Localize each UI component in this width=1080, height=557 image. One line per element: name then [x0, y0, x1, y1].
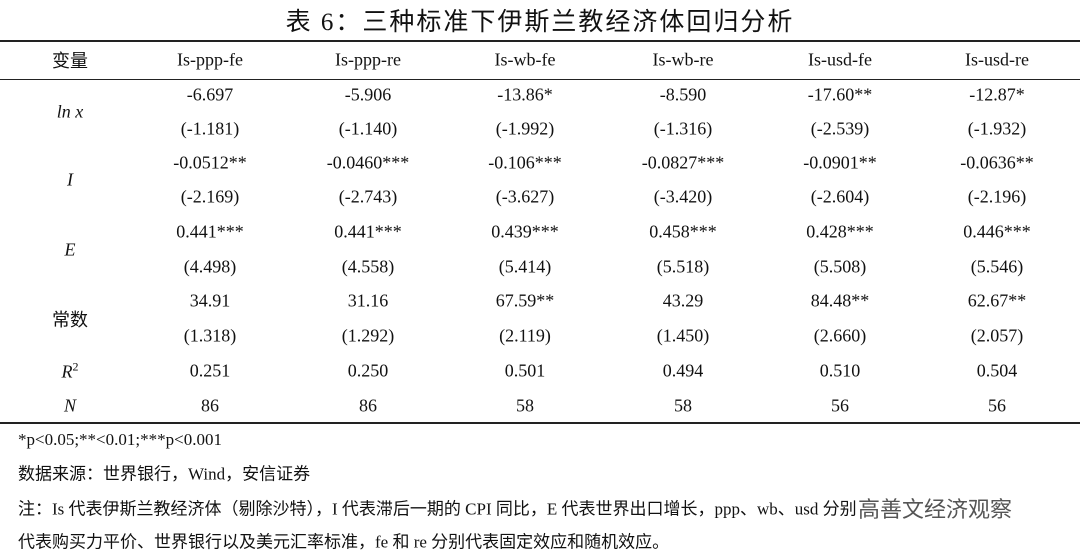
observations: 56	[988, 395, 1006, 416]
coefficient: -0.0827***	[641, 152, 725, 173]
row-label: 常数	[52, 309, 88, 330]
r-squared: 0.250	[347, 360, 389, 381]
observations: 58	[516, 395, 534, 416]
top-rule	[0, 40, 1080, 42]
t-statistic: (5.518)	[656, 256, 710, 277]
note: 注：Is 代表伊斯兰教经济体（剔除沙特），I 代表滞后一期的 CPI 同比，E …	[18, 499, 857, 519]
t-statistic: (2.119)	[499, 325, 551, 346]
coefficient: -0.106***	[488, 152, 562, 173]
t-statistic: (4.498)	[183, 256, 237, 277]
t-statistic: (-3.420)	[653, 186, 713, 207]
coefficient: 67.59**	[495, 290, 555, 311]
t-statistic: (-3.627)	[495, 186, 555, 207]
header-cell: Is-ppp-re	[335, 49, 401, 70]
table-title: 表 6：三种标准下伊斯兰教经济体回归分析	[285, 9, 795, 36]
coefficient: -13.86*	[497, 84, 553, 105]
coefficient: -0.0460***	[326, 152, 410, 173]
row-label: ln x	[56, 101, 84, 122]
r-squared: 0.494	[662, 360, 704, 381]
r-squared: 0.504	[976, 360, 1018, 381]
observations: 86	[201, 395, 219, 416]
coefficient: -17.60**	[807, 84, 873, 105]
coefficient: -6.697	[186, 84, 234, 105]
note: 代表购买力平价、世界银行以及美元汇率标准，fe 和 re 分别代表固定效应和随机…	[18, 532, 670, 552]
bottom-rule	[0, 422, 1080, 424]
t-statistic: (-2.604)	[810, 186, 870, 207]
coefficient: -0.0636**	[960, 152, 1034, 173]
observations: 86	[359, 395, 377, 416]
coefficient: -0.0512**	[173, 152, 247, 173]
coefficient: 43.29	[662, 290, 704, 311]
t-statistic: (-2.169)	[180, 186, 240, 207]
t-statistic: (-1.316)	[653, 118, 713, 139]
header-cell: Is-ppp-fe	[177, 49, 243, 70]
watermark: 高善文经济观察	[858, 492, 1013, 524]
coefficient: -0.0901**	[803, 152, 877, 173]
header-cell: Is-wb-re	[652, 49, 714, 70]
coefficient: 34.91	[189, 290, 231, 311]
coefficient: 31.16	[347, 290, 389, 311]
coefficient: 0.441***	[334, 221, 402, 242]
header-cell: Is-usd-re	[965, 49, 1029, 70]
header-rule	[0, 79, 1080, 80]
t-statistic: (5.508)	[813, 256, 867, 277]
observations: 58	[674, 395, 692, 416]
t-statistic: (2.057)	[970, 325, 1024, 346]
header-cell: Is-usd-fe	[808, 49, 872, 70]
coefficient: 0.428***	[806, 221, 874, 242]
t-statistic: (4.558)	[341, 256, 395, 277]
coefficient: 0.439***	[491, 221, 559, 242]
coefficient: 62.67**	[967, 290, 1027, 311]
row-label: R2	[61, 359, 79, 382]
t-statistic: (2.660)	[813, 325, 867, 346]
row-label: E	[64, 239, 76, 259]
t-statistic: (1.318)	[183, 325, 237, 346]
coefficient: 0.458***	[649, 221, 717, 242]
coefficient: 0.441***	[176, 221, 244, 242]
t-statistic: (-1.181)	[180, 118, 240, 139]
t-statistic: (-1.932)	[967, 118, 1027, 139]
header-cell: 变量	[52, 51, 88, 71]
t-statistic: (-2.539)	[810, 118, 870, 139]
t-statistic: (-1.992)	[495, 118, 555, 139]
coefficient: -12.87*	[969, 84, 1025, 105]
superscript: 2	[72, 359, 79, 374]
t-statistic: (-2.196)	[967, 186, 1027, 207]
r-squared: 0.510	[819, 360, 861, 381]
t-statistic: (-1.140)	[338, 118, 398, 139]
row-label: N	[63, 395, 77, 416]
row-label: I	[67, 169, 73, 190]
t-statistic: (1.292)	[341, 325, 395, 346]
header-cell: Is-wb-fe	[494, 49, 556, 70]
r-squared: 0.501	[504, 360, 546, 381]
source-note: 数据来源：世界银行，Wind，安信证券	[18, 464, 311, 484]
t-statistic: (1.450)	[656, 325, 710, 346]
t-statistic: (5.414)	[498, 256, 552, 277]
r-squared: 0.251	[189, 360, 231, 381]
coefficient: 0.446***	[963, 221, 1031, 242]
significance-note: *p<0.05;**<0.01;***p<0.001	[18, 430, 222, 449]
coefficient: 84.48**	[810, 290, 870, 311]
t-statistic: (5.546)	[970, 256, 1024, 277]
t-statistic: (-2.743)	[338, 186, 398, 207]
coefficient: -8.590	[659, 84, 707, 105]
coefficient: -5.906	[344, 84, 392, 105]
observations: 56	[831, 395, 849, 416]
